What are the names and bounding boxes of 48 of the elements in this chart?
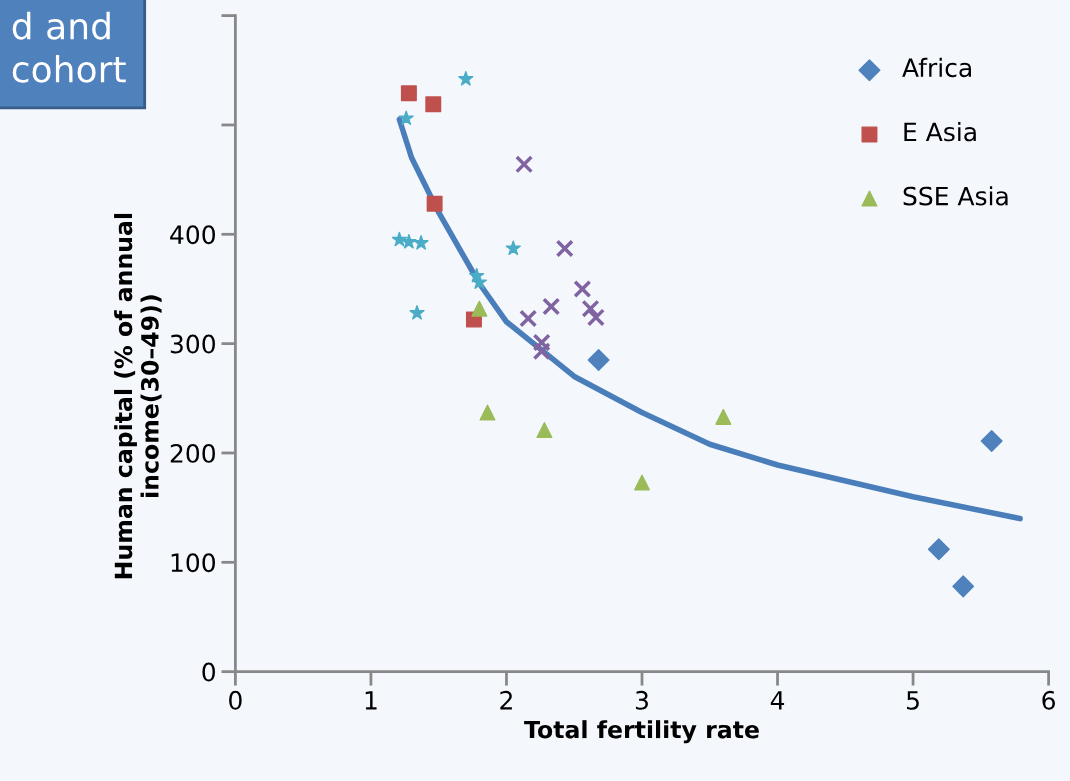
point [980, 429, 1003, 452]
legend-label: SSE Asia [903, 186, 1008, 206]
y-tick-label: 300 [170, 334, 215, 354]
point [426, 195, 443, 212]
point [581, 299, 600, 318]
legend-label: Africa [902, 57, 971, 78]
x-tick-label: 0 [229, 690, 242, 710]
y-tick-label: 400 [170, 225, 215, 245]
point [634, 474, 650, 491]
point [401, 233, 417, 249]
point [515, 155, 534, 174]
point [586, 308, 605, 327]
x-tick-label: 3 [635, 690, 648, 710]
point [536, 422, 553, 438]
x-tick-label: 6 [1042, 690, 1055, 710]
point [587, 349, 610, 372]
point [532, 333, 551, 352]
point [398, 110, 414, 125]
x-tick-label: 5 [907, 691, 919, 710]
y-tick-label: 0 [202, 662, 215, 682]
point [471, 300, 488, 317]
point [927, 538, 950, 561]
x-tick-label: 2 [500, 690, 512, 710]
y-tick-label: 100 [171, 553, 215, 573]
point [425, 96, 442, 113]
point [532, 342, 551, 361]
point [573, 279, 592, 298]
point [505, 240, 521, 256]
point [413, 235, 429, 250]
x-tick-label: 1 [365, 691, 377, 710]
point [400, 85, 417, 102]
point [519, 309, 538, 328]
point [479, 404, 496, 421]
text: cohort [12, 54, 126, 83]
legend-label: E Asia [904, 122, 976, 142]
y-axis-title: Human capital (% of annual income(30–49)) [114, 213, 162, 579]
point [542, 297, 561, 316]
point [458, 71, 474, 86]
point [409, 305, 425, 320]
text: d and [12, 11, 110, 40]
point [391, 231, 408, 247]
x-tick-label: 4 [770, 691, 785, 710]
point [471, 274, 487, 289]
x-axis-title: Total fertility rate [524, 720, 759, 744]
y-tick-label: 200 [170, 443, 215, 463]
point [715, 408, 732, 425]
point [952, 575, 975, 598]
point [555, 239, 574, 258]
